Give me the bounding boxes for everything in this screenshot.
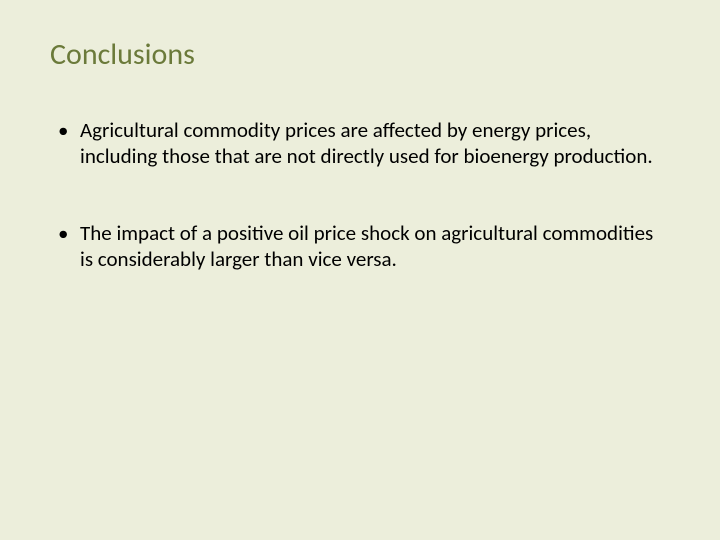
slide-title: Conclusions [50,36,670,73]
bullet-item: Agricultural commodity prices are affect… [50,117,670,170]
bullet-item: The impact of a positive oil price shock… [50,220,670,273]
bullet-list: Agricultural commodity prices are affect… [50,117,670,272]
